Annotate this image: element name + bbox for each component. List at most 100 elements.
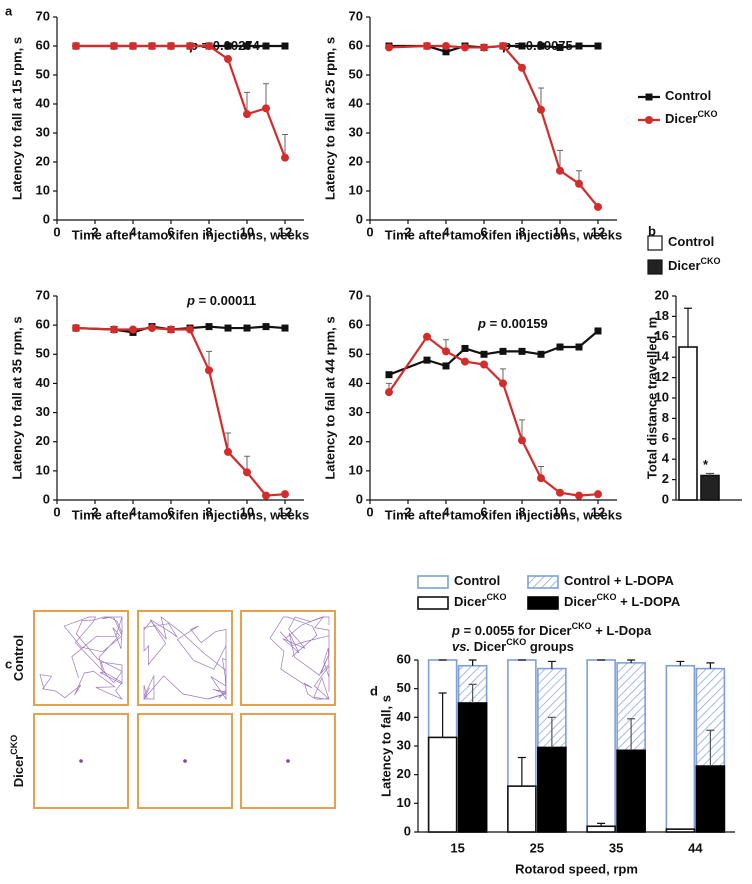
x-tick-label: 4 [442,224,450,239]
legend-label: Control [454,573,500,588]
error-bar [627,718,636,751]
text-part: vs. [452,639,470,654]
text-part: Control [668,234,714,249]
x-tick-label: 0 [366,504,373,519]
marker [167,325,175,334]
marker [556,166,564,175]
track [286,759,290,763]
bar [678,346,698,501]
x-tick-label: 10 [240,224,254,239]
marker [518,63,526,72]
y-axis-label: Latency to fall, s [378,695,393,797]
y-tick-label: 30 [349,404,363,419]
marker [575,343,583,351]
series-line [75,326,286,497]
panel-label: d [370,683,378,698]
x-tick-label: 2 [91,504,98,519]
marker [385,371,393,379]
x-tick-label: 4 [129,504,137,519]
x-tick-label: 44 [688,840,703,855]
y-tick-label: 40 [36,95,50,110]
legend-label: DicerCKO [454,592,507,609]
y-tick-label: 60 [36,37,50,52]
marker [243,110,251,119]
x-tick-label: 6 [480,504,487,519]
text-part: Control + L-DOPA [564,573,675,588]
y-tick-label: 40 [397,709,411,724]
legend-label: DicerCKO [668,256,721,273]
x-tick-label: 12 [591,504,605,519]
row-label: Control [11,635,26,681]
text-part: = 0.00159 [486,316,548,331]
legend-marker [645,116,653,124]
x-tick-label: 0 [53,504,60,519]
marker [480,350,488,358]
y-tick-label: 6 [662,430,669,445]
y-tick-label: 0 [43,211,50,226]
error-bar [676,660,685,666]
marker [442,362,450,370]
y-tick-label: 50 [36,346,50,361]
x-tick-label: 25 [530,840,544,855]
y-tick-label: 70 [36,287,50,302]
marker [556,343,564,351]
legend-label: Control [665,88,711,103]
error-bar [263,83,269,109]
y-tick-label: 0 [404,823,411,838]
x-tick-label: 8 [205,224,212,239]
track [143,616,228,701]
marker [262,104,270,113]
text-part: Dicer [668,258,701,273]
marker [186,325,194,334]
marker [594,490,602,499]
marker [148,324,156,333]
series-line [388,330,599,376]
marker [537,350,545,358]
bar [507,785,537,833]
marker [442,48,450,56]
marker [537,42,545,50]
text-part: = 0.00011 [195,293,256,308]
text-part: CKO [698,109,718,119]
marker [148,42,156,50]
y-tick-label: 10 [349,182,363,197]
text-part: CKO [597,592,617,602]
marker [262,323,270,331]
text-part: Dicer [564,594,597,609]
error-bar [517,756,526,787]
marker [110,325,118,334]
error-bar [438,692,447,738]
text-part: = 0.0055 for Dicer [460,623,572,638]
y-axis-label: Latency to fall at 25 rpm, s [322,37,337,200]
marker [423,42,431,50]
text-part: + L-DOPA [617,594,681,609]
marker [537,474,545,483]
text-part: CKO [487,592,507,602]
series-line [388,335,599,497]
annotation: vs. DicerCKO groups [452,637,574,654]
bar [700,474,720,501]
x-tick-label: 10 [553,224,567,239]
x-tick-label: 12 [278,504,292,519]
y-tick-label: 30 [397,737,411,752]
text-part: Control [454,573,500,588]
marker [499,379,507,388]
marker [556,43,564,51]
legend-label: Control + L-DOPA [564,573,675,588]
x-axis-label: Time after tamoxifen injections, weeks [385,507,622,522]
bar [695,765,726,833]
marker [423,332,431,341]
marker [518,436,526,445]
y-tick-label: 70 [349,8,363,23]
legend-label: Control [668,234,714,249]
marker [167,42,175,50]
marker [518,42,526,50]
text-part: Control [11,635,26,681]
marker [281,490,289,499]
y-tick-label: 40 [349,375,363,390]
text-part: Dicer [11,755,26,788]
panel-label: c [5,656,12,671]
bar [427,736,458,833]
marker [262,491,270,500]
y-tick-label: 10 [36,182,50,197]
